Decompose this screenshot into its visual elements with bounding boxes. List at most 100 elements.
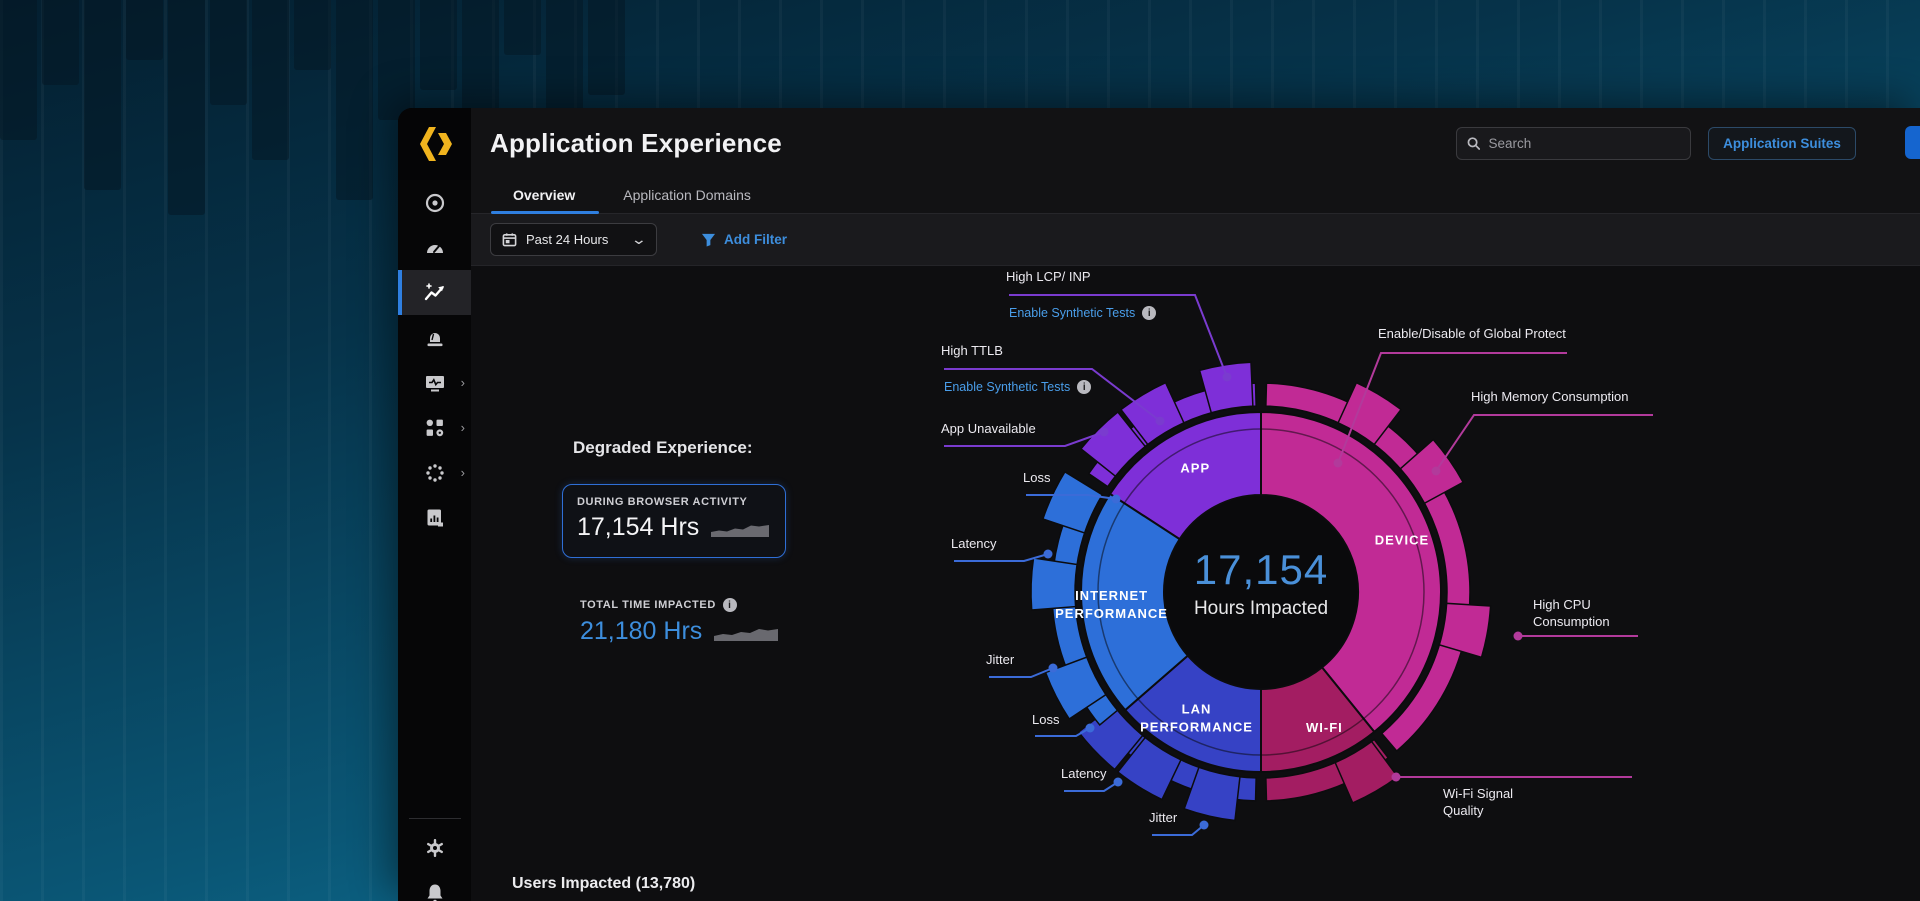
search-icon: [1467, 136, 1481, 150]
callout-line-lan-jitter: [1152, 824, 1205, 836]
chart-center: 17,154 Hours Impacted: [1141, 546, 1381, 620]
callout-line-lan-latency: [1064, 781, 1119, 792]
degraded-experience-heading: Degraded Experience:: [573, 438, 753, 457]
trend-sparkle-icon: [424, 282, 444, 300]
chevron-down-icon: ⌄: [630, 231, 648, 247]
wedge-lan-performance[interactable]: [1183, 766, 1241, 822]
callout-label-global-protect: Enable/Disable of Global Protect: [1378, 326, 1566, 341]
brand-logo[interactable]: [398, 108, 471, 180]
sidebar-item-reports[interactable]: [398, 495, 471, 540]
callout-label-lan-jitter: Jitter: [1149, 810, 1178, 825]
calendar-icon: [502, 233, 517, 247]
add-filter-button[interactable]: Add Filter: [701, 232, 787, 247]
wedge-device[interactable]: [1337, 381, 1403, 446]
callout-dot-high-cpu: [1513, 631, 1523, 641]
segment-label-lan-performance: LAN PERFORMANCE: [1140, 702, 1253, 735]
callout-label-internet-loss: Loss: [1023, 470, 1051, 485]
callout-dot-lan-loss: [1085, 723, 1095, 733]
callout-line-internet-jitter: [989, 667, 1054, 678]
sidebar-item-application-experience[interactable]: [398, 270, 471, 315]
hours-impacted-value: 17,154: [1193, 546, 1329, 593]
browser-activity-card[interactable]: DURING BROWSER ACTIVITY 17,154 Hrs: [562, 484, 786, 558]
segment-app[interactable]: [1108, 410, 1262, 541]
sidebar-item-monitor[interactable]: [398, 180, 471, 225]
info-icon[interactable]: i: [1142, 306, 1157, 320]
sidebar-item-processes[interactable]: ›: [398, 450, 471, 495]
callout-dot-internet-jitter: [1048, 663, 1058, 673]
callout-action-high-ttlb[interactable]: Enable Synthetic Tests i: [944, 380, 1092, 394]
monitor-target-icon: [425, 193, 444, 212]
sidebar-item-settings[interactable]: [398, 825, 471, 870]
segment-label-internet-performance: INTERNET PERFORMANCE: [1055, 588, 1168, 621]
content-panel: APP DEVICE WI-FI LAN PERFORMANCE INTERNET PERF…: [471, 266, 1920, 901]
tab-bar: Overview Application Domains: [471, 178, 1920, 214]
callout-dot-global-protect: [1333, 458, 1343, 468]
segment-label-wi-fi: WI-FI: [1306, 720, 1343, 735]
callout-line-high-memory: [1435, 414, 1653, 472]
callout-dot-lan-latency: [1113, 777, 1123, 787]
callout-line-internet-loss: [1026, 494, 1117, 500]
wedge-internet-performance[interactable]: [1030, 557, 1078, 611]
app-window: › › ›: [398, 108, 1920, 901]
gear-icon: [426, 838, 443, 857]
wedge-internet-performance[interactable]: [1041, 470, 1104, 534]
segment-label-app: APP: [1180, 460, 1210, 475]
time-range-dropdown[interactable]: Past 24 Hours ⌄: [490, 223, 657, 256]
wedge-app[interactable]: [1198, 361, 1254, 414]
sidebar-divider: [408, 818, 461, 819]
callout-dot-high-lcp-inp: [1222, 372, 1232, 382]
callout-line-lan-loss: [1035, 727, 1091, 737]
info-icon[interactable]: i: [722, 598, 737, 612]
total-time-impacted-block: TOTAL TIME IMPACTED i 21,180 Hrs: [580, 598, 779, 646]
time-range-value: Past 24 Hours: [526, 232, 609, 247]
bell-icon: [427, 884, 442, 901]
filter-bar: Past 24 Hours ⌄ Add Filter: [471, 214, 1920, 266]
primary-action-button-partial[interactable]: [1905, 126, 1920, 159]
sparkline: [714, 628, 779, 641]
callout-dot-lan-jitter: [1199, 820, 1209, 830]
callout-label-high-ttlb: High TTLB: [941, 343, 1003, 358]
sidebar-item-applications[interactable]: ›: [398, 405, 471, 450]
browser-activity-label: DURING BROWSER ACTIVITY: [577, 496, 748, 508]
segment-device[interactable]: [1260, 410, 1442, 734]
chart-layer: APP DEVICE WI-FI LAN PERFORMANCE INTERNET PERF…: [490, 266, 1920, 901]
wedge-wi-fi[interactable]: [1334, 740, 1399, 804]
wedge-device[interactable]: [1438, 602, 1492, 659]
report-bars-icon: [427, 509, 443, 526]
sparkline: [711, 524, 770, 537]
sidebar-item-notifications[interactable]: [398, 870, 471, 901]
sidebar-item-alerts[interactable]: [398, 315, 471, 360]
callout-action-high-lcp-inp[interactable]: Enable Synthetic Tests i: [1009, 306, 1157, 320]
chevron-right-icon: ›: [460, 420, 465, 435]
tab-overview[interactable]: Overview: [490, 187, 600, 214]
sunburst-chart[interactable]: APP DEVICE WI-FI LAN PERFORMANCE INTERNET PERF…: [490, 266, 1920, 901]
callout-line-app-unavailable: [944, 431, 1105, 447]
search-input[interactable]: [1488, 135, 1680, 151]
callout-line-high-ttlb: [944, 368, 1161, 422]
users-impacted-heading: Users Impacted (13,780): [512, 875, 696, 892]
total-time-impacted-label: TOTAL TIME IMPACTED i: [580, 598, 778, 612]
callout-label-internet-latency: Latency: [951, 536, 997, 551]
global-search[interactable]: [1456, 126, 1691, 160]
callout-dot-wifi-signal-quality: [1391, 772, 1401, 782]
callout-dot-app-unavailable: [1099, 427, 1109, 437]
segment-internet-performance[interactable]: [1080, 492, 1190, 712]
callout-label-lan-loss: Loss: [1032, 712, 1060, 727]
total-time-impacted-value: 21,180 Hrs: [580, 617, 703, 645]
wedge-internet-performance[interactable]: [1044, 656, 1107, 720]
sidebar-item-devices[interactable]: ›: [398, 360, 471, 405]
callout-dot-internet-loss: [1111, 494, 1121, 504]
funnel-icon: [701, 233, 716, 247]
sidebar-item-dashboard[interactable]: [398, 225, 471, 270]
callout-label-app-unavailable: App Unavailable: [941, 421, 1036, 436]
tab-application-domains[interactable]: Application Domains: [623, 187, 751, 203]
wedge-lan-performance[interactable]: [1116, 736, 1182, 801]
callout-label-high-memory: High Memory Consumption: [1471, 389, 1629, 404]
callout-dot-high-ttlb: [1155, 416, 1165, 426]
info-icon[interactable]: i: [1077, 380, 1092, 394]
chevron-right-icon: ›: [460, 465, 465, 480]
browser-activity-value: 17,154 Hrs: [577, 513, 700, 541]
callout-label-high-lcp-inp: High LCP/ INP: [1006, 269, 1091, 284]
callout-label-internet-jitter: Jitter: [986, 652, 1015, 667]
application-suites-button[interactable]: Application Suites: [1708, 126, 1856, 160]
